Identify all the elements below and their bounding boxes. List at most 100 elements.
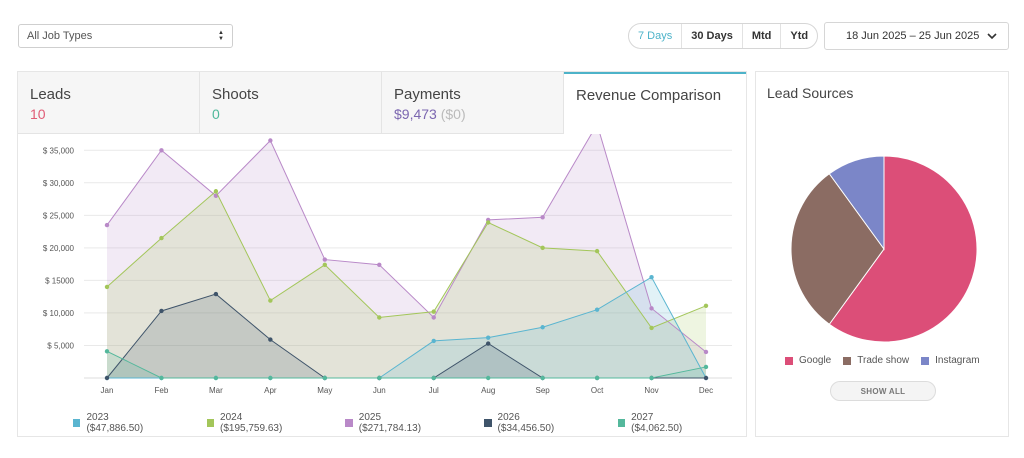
data-point[interactable] bbox=[159, 148, 164, 153]
x-tick-label: Mar bbox=[209, 386, 223, 395]
job-type-select[interactable]: All Job Types ▲ ▼ bbox=[18, 24, 233, 48]
data-point[interactable] bbox=[485, 341, 491, 346]
range-ytd-button[interactable]: Ytd bbox=[780, 24, 817, 48]
data-point[interactable] bbox=[213, 189, 219, 194]
data-point[interactable] bbox=[594, 248, 600, 254]
legend-swatch bbox=[73, 419, 81, 427]
x-tick-label: May bbox=[317, 386, 332, 395]
data-point[interactable] bbox=[322, 375, 328, 381]
series-area bbox=[107, 294, 706, 378]
legend-item[interactable]: 2027 ($4,062.50) bbox=[617, 412, 702, 434]
data-point[interactable] bbox=[594, 375, 600, 381]
legend-item[interactable]: 2023 ($47,886.50) bbox=[73, 412, 163, 434]
data-point[interactable] bbox=[104, 222, 110, 228]
revenue-panel: Leads 10 Shoots 0 Payments $9,473 ($0) R… bbox=[17, 71, 747, 437]
pie-slice[interactable] bbox=[828, 155, 978, 343]
legend-swatch bbox=[921, 356, 930, 365]
x-tick-label: Jun bbox=[373, 386, 386, 395]
series-line bbox=[106, 190, 707, 329]
legend-swatch bbox=[484, 419, 492, 427]
data-point[interactable] bbox=[159, 375, 164, 381]
data-point[interactable] bbox=[104, 375, 110, 381]
data-point[interactable] bbox=[213, 291, 219, 297]
data-point[interactable] bbox=[377, 375, 382, 381]
legend-item[interactable]: 2025 ($271,784.13) bbox=[345, 412, 440, 434]
pie-legend-item[interactable]: Google bbox=[785, 355, 831, 366]
range-toggle-group: 7 Days 30 Days Mtd Ytd bbox=[628, 23, 819, 49]
legend-swatch bbox=[843, 356, 852, 365]
date-range-value: 18 Jun 2025 – 25 Jun 2025 bbox=[846, 30, 980, 42]
tab-shoots[interactable]: Shoots 0 bbox=[200, 72, 382, 134]
data-point[interactable] bbox=[485, 220, 491, 225]
series-line bbox=[106, 134, 707, 353]
data-point[interactable] bbox=[104, 349, 110, 354]
data-point[interactable] bbox=[540, 245, 545, 251]
data-point[interactable] bbox=[431, 375, 436, 381]
x-tick-label: Jul bbox=[429, 386, 439, 395]
tab-payments-value: $9,473 bbox=[394, 106, 437, 122]
data-point[interactable] bbox=[703, 303, 709, 308]
data-point[interactable] bbox=[322, 262, 328, 267]
data-point[interactable] bbox=[540, 325, 545, 330]
data-point[interactable] bbox=[649, 306, 654, 311]
series-area bbox=[107, 277, 706, 378]
data-point[interactable] bbox=[268, 298, 273, 303]
data-point[interactable] bbox=[431, 338, 436, 344]
legend-label: 2026 ($34,456.50) bbox=[497, 412, 555, 434]
y-tick-label: $ 25,000 bbox=[43, 211, 75, 220]
data-point[interactable] bbox=[159, 235, 164, 241]
data-point[interactable] bbox=[268, 138, 273, 143]
range-7-days-button[interactable]: 7 Days bbox=[638, 30, 673, 42]
date-range-picker[interactable]: 18 Jun 2025 – 25 Jun 2025 bbox=[824, 22, 1009, 50]
pie-legend-item[interactable]: Instagram bbox=[921, 355, 980, 366]
legend-swatch bbox=[345, 419, 353, 427]
tab-payments[interactable]: Payments $9,473 ($0) bbox=[382, 72, 564, 134]
job-type-value: All Job Types bbox=[27, 30, 93, 42]
data-point[interactable] bbox=[431, 309, 436, 314]
data-point[interactable] bbox=[377, 262, 382, 267]
data-point[interactable] bbox=[540, 375, 545, 381]
range-30-days-button[interactable]: 30 Days bbox=[681, 24, 742, 48]
data-point[interactable] bbox=[540, 215, 545, 220]
data-point[interactable] bbox=[322, 257, 328, 262]
x-tick-label: Dec bbox=[699, 386, 713, 395]
tab-payments-secondary: ($0) bbox=[440, 106, 466, 122]
tab-revenue-comparison[interactable]: Revenue Comparison bbox=[564, 72, 746, 134]
data-point[interactable] bbox=[485, 375, 491, 381]
pie-legend-item[interactable]: Trade show bbox=[843, 355, 909, 366]
data-point[interactable] bbox=[649, 375, 654, 381]
y-tick-label: $ 20,000 bbox=[43, 244, 75, 253]
data-point[interactable] bbox=[213, 193, 219, 199]
pie-slice[interactable] bbox=[828, 155, 885, 251]
data-point[interactable] bbox=[485, 335, 491, 340]
data-point[interactable] bbox=[703, 375, 709, 381]
data-point[interactable] bbox=[703, 364, 709, 370]
legend-swatch bbox=[785, 356, 793, 365]
show-all-button[interactable]: SHOW ALL bbox=[830, 381, 936, 401]
series-line bbox=[106, 350, 707, 379]
data-point[interactable] bbox=[377, 315, 382, 320]
legend-label: Instagram bbox=[935, 355, 980, 366]
data-point[interactable] bbox=[268, 337, 273, 342]
pie-slice[interactable] bbox=[790, 173, 885, 325]
series-area bbox=[107, 191, 706, 378]
data-point[interactable] bbox=[431, 315, 436, 320]
data-point[interactable] bbox=[213, 375, 219, 381]
stats-tabs: Leads 10 Shoots 0 Payments $9,473 ($0) R… bbox=[18, 72, 746, 134]
range-mtd-button[interactable]: Mtd bbox=[741, 24, 781, 48]
data-point[interactable] bbox=[649, 274, 654, 280]
x-tick-label: Aug bbox=[481, 386, 495, 395]
legend-item[interactable]: 2024 ($195,759.63) bbox=[206, 412, 302, 434]
data-point[interactable] bbox=[159, 308, 164, 314]
x-tick-label: Feb bbox=[155, 386, 169, 395]
legend-label: Trade show bbox=[857, 355, 910, 366]
data-point[interactable] bbox=[703, 349, 709, 355]
legend-swatch bbox=[206, 419, 215, 427]
data-point[interactable] bbox=[594, 307, 600, 312]
x-tick-label: Apr bbox=[264, 386, 277, 395]
data-point[interactable] bbox=[649, 325, 654, 331]
data-point[interactable] bbox=[104, 284, 110, 290]
legend-item[interactable]: 2026 ($34,456.50) bbox=[484, 412, 574, 434]
data-point[interactable] bbox=[268, 375, 273, 381]
tab-leads[interactable]: Leads 10 bbox=[18, 72, 200, 134]
